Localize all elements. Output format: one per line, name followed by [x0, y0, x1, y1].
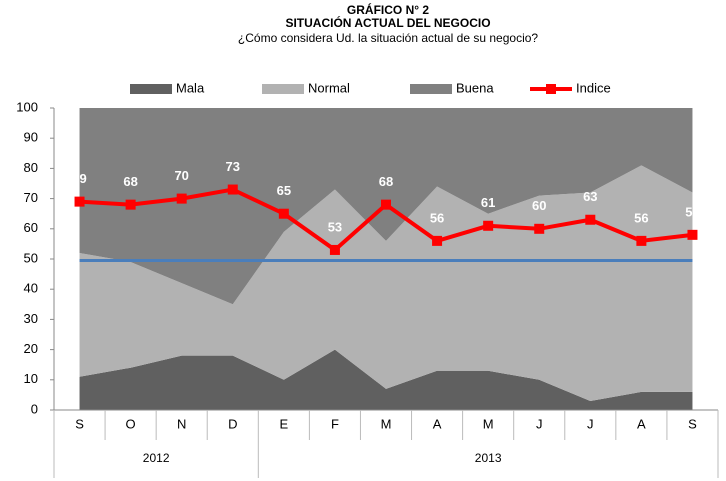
data-label: 56	[430, 210, 444, 225]
data-label: 68	[123, 174, 137, 189]
data-label: 56	[634, 210, 648, 225]
data-label: 58	[685, 204, 699, 219]
index-marker	[381, 199, 391, 210]
index-marker	[125, 199, 136, 210]
y-tick-label: 50	[24, 250, 38, 265]
data-label: 53	[328, 219, 342, 234]
group-label: 2013	[475, 451, 502, 465]
data-label: 70	[174, 168, 188, 183]
x-tick-label: A	[637, 416, 646, 431]
index-marker	[585, 214, 596, 225]
x-tick-label: J	[587, 416, 594, 431]
index-marker	[329, 244, 340, 255]
x-tick-label: D	[228, 416, 237, 431]
x-tick-label: O	[126, 416, 136, 431]
x-tick-label: M	[381, 416, 392, 431]
index-marker	[483, 220, 494, 231]
index-marker	[687, 229, 698, 240]
y-tick-label: 30	[24, 311, 38, 326]
legend-swatch	[546, 84, 556, 94]
data-label: 68	[379, 174, 393, 189]
group-label: 2012	[143, 451, 170, 465]
x-tick-label: E	[280, 416, 289, 431]
legend-label: Normal	[308, 80, 350, 95]
x-tick-label: F	[331, 416, 339, 431]
data-label: 60	[532, 198, 546, 213]
x-tick-label: S	[688, 416, 697, 431]
chart-subtitle: SITUACIÓN ACTUAL DEL NEGOCIO	[285, 15, 490, 30]
chart-title: GRÁFICO N° 2	[347, 2, 429, 17]
x-tick-label: N	[177, 416, 186, 431]
y-tick-label: 90	[24, 130, 38, 145]
legend-swatch	[410, 84, 452, 94]
data-label: 63	[583, 189, 597, 204]
data-label: 65	[277, 183, 291, 198]
x-tick-label: J	[536, 416, 543, 431]
index-marker	[227, 184, 238, 195]
area	[79, 349, 693, 410]
y-tick-label: 10	[24, 371, 38, 386]
y-tick-label: 60	[24, 220, 38, 235]
legend-swatch	[262, 84, 304, 94]
index-marker	[636, 235, 647, 246]
legend-label: Indice	[576, 80, 611, 95]
y-tick-label: 80	[24, 160, 38, 175]
data-label: 61	[481, 195, 495, 210]
legend-label: Mala	[176, 80, 205, 95]
x-tick-label: S	[75, 416, 84, 431]
y-tick-label: 20	[24, 341, 38, 356]
data-label: 69	[72, 171, 86, 186]
y-tick-label: 0	[31, 401, 38, 416]
chart-question: ¿Cómo considera Ud. la situación actual …	[238, 31, 538, 45]
x-tick-label: A	[433, 416, 442, 431]
index-marker	[534, 223, 545, 234]
index-marker	[432, 235, 443, 246]
index-marker	[176, 193, 187, 204]
data-label: 73	[226, 159, 240, 174]
y-tick-label: 40	[24, 281, 38, 296]
legend-label: Buena	[456, 80, 494, 95]
legend-swatch	[130, 84, 172, 94]
index-marker	[278, 208, 289, 219]
y-tick-label: 70	[24, 190, 38, 205]
y-tick-label: 100	[16, 99, 38, 114]
index-marker	[74, 196, 85, 207]
x-tick-label: M	[483, 416, 494, 431]
